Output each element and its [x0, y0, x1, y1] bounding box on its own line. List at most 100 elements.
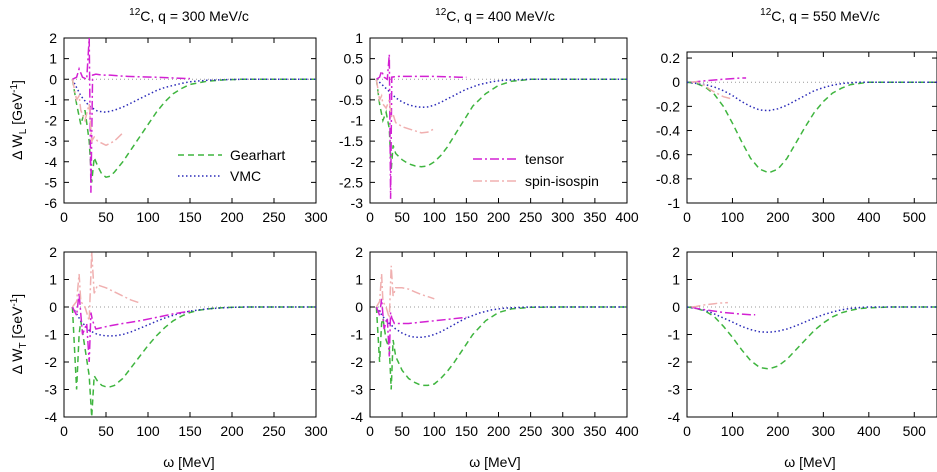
x-tick-label: 200	[487, 423, 511, 439]
xlabel-left: ω [MeV]	[163, 454, 214, 470]
y-tick-label: 1	[355, 272, 363, 288]
x-tick-label: 400	[857, 423, 881, 439]
series-tensor-line	[375, 298, 467, 357]
x-tick-label: 50	[394, 423, 410, 439]
y-tick-label: 0.5	[344, 51, 364, 67]
series-spin-isospin-line	[691, 301, 728, 308]
x-tick-label: 300	[551, 423, 575, 439]
x-tick-label: 100	[721, 209, 745, 225]
y-tick-label: -4	[351, 409, 364, 425]
x-tick-label: 0	[683, 209, 691, 225]
series-gearhart-line	[375, 306, 627, 390]
y-tick-label: -2	[668, 354, 681, 370]
x-tick-label: 50	[98, 209, 114, 225]
ylabel-bottom: Δ WT [GeV-1]	[9, 294, 29, 374]
legend-spin-isospin-label: spin-isospin	[525, 173, 599, 189]
y-tick-label: -2	[45, 113, 58, 129]
x-tick-label: 250	[262, 209, 286, 225]
legend-left: Gearhart VMC	[178, 147, 285, 184]
y-tick-label: -0.6	[656, 147, 680, 163]
y-tick-label: -1	[668, 195, 681, 211]
x-tick-label: 150	[455, 423, 479, 439]
series-tensor-line	[691, 77, 747, 83]
ylabel-bottom-sub: T	[18, 342, 29, 348]
x-tick-label: 150	[178, 423, 202, 439]
series-tensor-line	[691, 306, 756, 316]
series-vmc-line	[375, 78, 627, 109]
y-tick-label: -3	[668, 382, 681, 398]
y-tick-label: -3	[45, 382, 58, 398]
plot-frame	[686, 51, 937, 204]
x-tick-label: 500	[903, 423, 927, 439]
x-tick-label: 200	[487, 209, 511, 225]
y-tick-label: 0	[355, 299, 363, 315]
panel-top-middle: 0 50 100 150 200 250 300 350 400 1 0.5 0 -0.5 -1 -1.5 -…	[339, 30, 639, 225]
y-tick-label: 0	[672, 74, 680, 90]
panel-title-q400-sup: 12	[435, 7, 447, 18]
series-tensor-line	[71, 293, 191, 363]
series-spin-isospin-line	[375, 79, 435, 134]
panel-title-q400: 12C, q = 400 MeV/c	[435, 7, 555, 24]
ylabel-bottom-main: Δ W	[9, 348, 25, 374]
x-tick-label: 300	[812, 209, 836, 225]
x-tick-label: 100	[136, 423, 160, 439]
x-tick-label: 350	[583, 423, 607, 439]
y-tick-label: -6	[45, 195, 58, 211]
y-tick-label: -4	[45, 154, 58, 170]
plot-frame	[63, 251, 317, 418]
y-tick-label: 0	[355, 71, 363, 87]
y-tick-label: 0	[49, 71, 57, 87]
series-gearhart-line	[375, 78, 627, 171]
panel-top-right: 0 100 200 300 400 500 0.2 0 -0.2 -0.4 -0.6 -0.8 -1	[656, 50, 937, 225]
y-tick-label: -2.5	[339, 174, 363, 190]
y-tick-label: -1	[351, 327, 364, 343]
y-tick-label: 0	[49, 299, 57, 315]
legend-tensor-label: tensor	[525, 151, 564, 167]
x-tick-label: 0	[60, 423, 68, 439]
y-tick-label: -1.5	[339, 133, 363, 149]
x-tick-label: 100	[721, 423, 745, 439]
y-tick-label: 0.2	[661, 50, 681, 66]
x-tick-label: 200	[766, 209, 790, 225]
x-tick-label: 0	[366, 209, 374, 225]
xlabel-right: ω [MeV]	[784, 454, 835, 470]
y-tick-label: -1	[351, 113, 364, 129]
x-tick-label: 400	[615, 423, 639, 439]
x-tick-label: 300	[304, 209, 328, 225]
x-tick-label: 0	[60, 209, 68, 225]
x-tick-label: 50	[394, 209, 410, 225]
panel-title-q300-text: C, q = 300 MeV/c	[140, 8, 249, 24]
legend-vmc-label: VMC	[230, 168, 261, 184]
x-tick-label: 0	[366, 423, 374, 439]
panel-bottom-left: 0 50 100 150 200 250 300 2 1 0 -1 -2 -3 -4	[45, 244, 328, 439]
ylabel-bottom-exp: -1	[9, 297, 20, 306]
x-tick-label: 300	[304, 423, 328, 439]
series-gearhart-line	[687, 306, 937, 370]
panel-title-q400-text: C, q = 400 MeV/c	[446, 8, 555, 24]
y-tick-label: 1	[672, 272, 680, 288]
ylabel-top-unit: [GeV	[9, 92, 25, 128]
y-tick-label: 2	[49, 244, 57, 260]
y-tick-label: -2	[351, 154, 364, 170]
series-vmc-line	[375, 306, 627, 339]
series-vmc-line	[687, 306, 937, 334]
series-gearhart-line	[71, 78, 316, 183]
x-tick-label: 200	[766, 423, 790, 439]
y-tick-label: 2	[672, 244, 680, 260]
x-tick-label: 200	[220, 423, 244, 439]
series-tensor-line	[375, 54, 467, 199]
y-tick-label: -0.8	[656, 171, 680, 187]
ylabel-bottom-unit: [GeV	[9, 306, 25, 342]
y-tick-label: -1	[45, 92, 58, 108]
legend-gearhart-label: Gearhart	[230, 147, 285, 163]
x-tick-label: 350	[583, 209, 607, 225]
panel-title-q300: 12C, q = 300 MeV/c	[129, 7, 249, 24]
series-spin-isospin-line	[375, 265, 435, 319]
y-tick-label: -0.2	[656, 98, 680, 114]
panel-bottom-right: 0 100 200 300 400 500 2 1 0 -1 -2 -3 -4	[668, 244, 937, 439]
y-tick-label: -2	[351, 354, 364, 370]
panel-bottom-middle: 0 50 100 150 200 250 300 350 400 2 1 0 -1 -2 -3 -4	[351, 244, 639, 439]
x-tick-label: 100	[423, 423, 447, 439]
